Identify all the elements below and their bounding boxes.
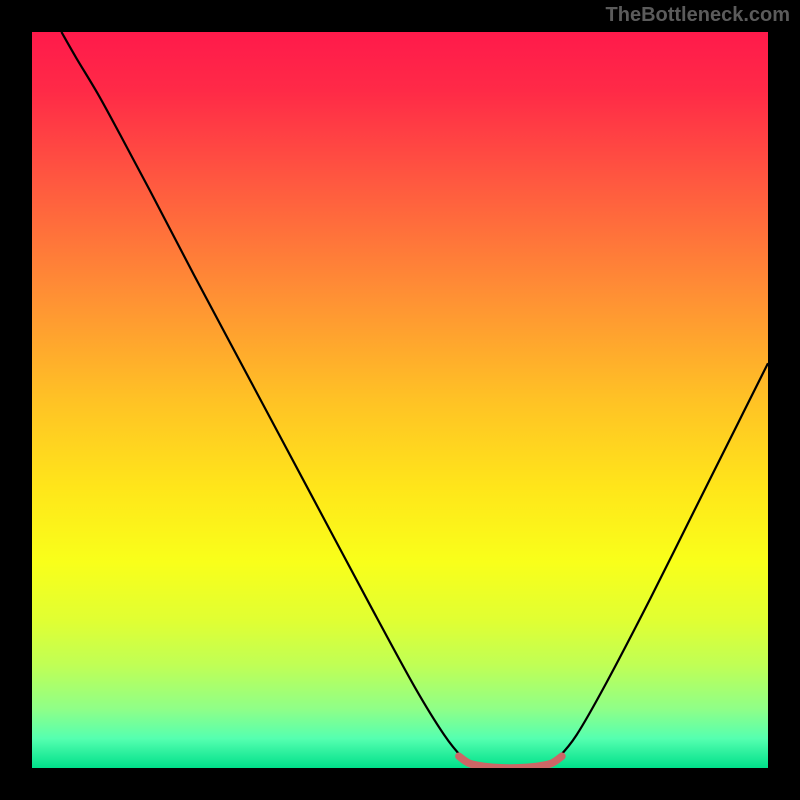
curve-layer <box>32 32 768 768</box>
plot-area <box>32 32 768 768</box>
watermark-text: TheBottleneck.com <box>606 4 790 27</box>
bottleneck-curve <box>61 32 768 768</box>
chart-container: TheBottleneck.com <box>0 0 800 800</box>
plateau-marker <box>459 756 562 768</box>
